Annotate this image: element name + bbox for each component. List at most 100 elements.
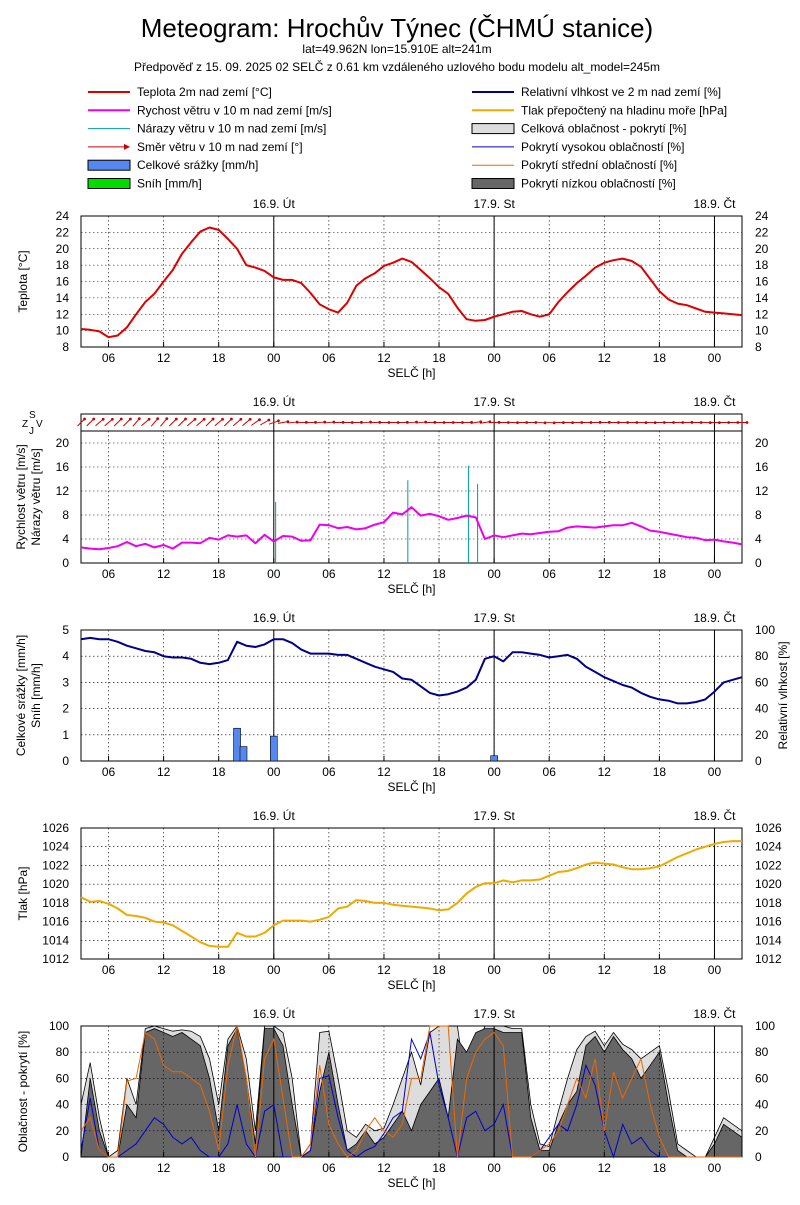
x-tick-label: 00	[267, 765, 281, 779]
wind-direction-arrowhead	[249, 418, 252, 421]
x-tick-label: 06	[102, 351, 116, 365]
y-tick-label: 2	[62, 702, 69, 716]
plot-frame	[81, 630, 742, 761]
precip-bar	[491, 756, 498, 761]
x-tick-label: 06	[102, 1161, 116, 1175]
plot-frame	[81, 828, 742, 959]
y-tick-label: 4	[62, 649, 69, 663]
x-tick-label: 06	[322, 351, 336, 365]
compass-label-j: J	[29, 426, 34, 437]
wind-direction-arrow	[105, 419, 113, 425]
x-tick-label: 12	[598, 351, 612, 365]
wind-direction-arrow	[197, 419, 205, 425]
y-tick-label: 0	[62, 754, 69, 768]
wind-direction-arrowhead	[194, 418, 197, 421]
y-tick-label: 14	[56, 291, 70, 305]
day-label: 18.9. Čt	[693, 394, 736, 409]
y-tick-label-right: 60	[755, 1071, 769, 1085]
x-tick-label: 12	[377, 351, 391, 365]
legend-label: Nárazy větru v 10 m nad zemí [m/s]	[137, 122, 326, 136]
wind-direction-arrow	[242, 419, 250, 425]
y-tick-label-right: 10	[755, 324, 769, 338]
x-tick-label: 00	[708, 963, 722, 977]
x-tick-label: 12	[377, 1161, 391, 1175]
wind-direction-arrow	[215, 419, 223, 425]
x-tick-label: 00	[708, 1161, 722, 1175]
y-tick-label-right: 60	[755, 675, 769, 689]
day-label: 17.9. St	[473, 395, 515, 409]
y-tick-label: 1016	[42, 915, 69, 929]
y-tick-label: 4	[62, 532, 69, 546]
wind-direction-arrowhead	[212, 418, 215, 421]
y-tick-label-right: 4	[755, 532, 762, 546]
x-tick-label: 18	[653, 963, 667, 977]
legend-item: Pokrytí vysokou oblačností [%]	[472, 140, 684, 154]
legend-label: Celkové srážky [mm/h]	[137, 158, 258, 172]
y-tick-label: 10	[56, 324, 70, 338]
temperature-line	[81, 228, 742, 338]
legend-swatch	[88, 179, 130, 189]
day-label: 16.9. Út	[253, 196, 296, 211]
legend-label: Směr větru v 10 m nad zemí [°]	[137, 140, 303, 154]
day-label: 17.9. St	[473, 611, 515, 625]
legend-label: Pokrytí vysokou oblačností [%]	[521, 140, 684, 154]
x-tick-label: 00	[487, 351, 501, 365]
x-tick-label: 12	[377, 765, 391, 779]
x-tick-label: 12	[598, 963, 612, 977]
x-tick-label: 00	[487, 963, 501, 977]
legend-label: Teplota 2m nad zemí [°C]	[137, 85, 272, 99]
x-tick-label: 18	[212, 1161, 226, 1175]
wind-direction-arrowhead	[111, 418, 114, 421]
legend-item: Sníh [mm/h]	[88, 177, 202, 191]
wind-direction-arrowhead	[230, 418, 233, 421]
x-tick-label: 12	[598, 567, 612, 581]
compass-label-s: S	[29, 410, 36, 421]
y-axis-label-secondary: Nárazy větru [m/s]	[29, 448, 43, 545]
humidity-line	[81, 638, 742, 704]
y-tick-label-right: 14	[755, 291, 769, 305]
forecast-info: Předpověď z 15. 09. 2025 02 SELČ z 0.61 …	[134, 59, 660, 74]
wind-direction-arrow	[141, 419, 149, 425]
x-tick-label: 00	[487, 765, 501, 779]
legend-item: Celková oblačnost - pokrytí [%]	[472, 122, 686, 136]
legend-label: Relativní vlhkost ve 2 m nad zemí [%]	[521, 85, 721, 99]
wind-direction-arrow	[169, 419, 176, 426]
y-tick-label: 16	[56, 460, 70, 474]
wind-direction-arrowhead	[129, 418, 132, 421]
day-label: 17.9. St	[473, 809, 515, 823]
legend-swatch	[472, 124, 514, 134]
x-axis-label: SELČ [h]	[387, 1175, 435, 1190]
day-label: 18.9. Čt	[693, 610, 736, 625]
x-tick-label: 00	[487, 567, 501, 581]
y-tick-label-right: 8	[755, 508, 762, 522]
day-label: 18.9. Čt	[693, 1006, 736, 1021]
y-tick-label-right: 12	[755, 484, 769, 498]
wind-direction-arrowhead	[268, 419, 271, 422]
y-tick-label-right: 100	[755, 623, 775, 637]
x-tick-label: 18	[212, 351, 226, 365]
x-tick-label: 06	[102, 963, 116, 977]
y-tick-label: 1020	[42, 877, 69, 891]
wind-direction-arrowhead	[156, 417, 159, 420]
plot-frame	[81, 216, 742, 347]
legend-swatch	[88, 160, 130, 170]
wind-direction-arrow	[206, 419, 213, 426]
x-tick-label: 00	[708, 351, 722, 365]
x-tick-label: 06	[543, 1161, 557, 1175]
legend-label: Pokrytí nízkou oblačností [%]	[521, 177, 676, 191]
y-tick-label: 60	[56, 1071, 70, 1085]
station-coords: lat=49.962N lon=15.910E alt=241m	[302, 42, 491, 56]
x-tick-label: 06	[102, 567, 116, 581]
wind-direction-arrowhead	[92, 418, 95, 421]
y-tick-label: 100	[49, 1019, 69, 1033]
y-tick-label-right: 0	[755, 556, 762, 570]
y-tick-label-right: 100	[755, 1019, 775, 1033]
y-tick-label-right: 1020	[755, 877, 782, 891]
y-tick-label-right: 18	[755, 258, 769, 272]
y-tick-label-right: 20	[755, 728, 769, 742]
x-tick-label: 18	[212, 765, 226, 779]
legend-item: Nárazy větru v 10 m nad zemí [m/s]	[88, 122, 326, 136]
y-tick-label: 20	[56, 1124, 70, 1138]
